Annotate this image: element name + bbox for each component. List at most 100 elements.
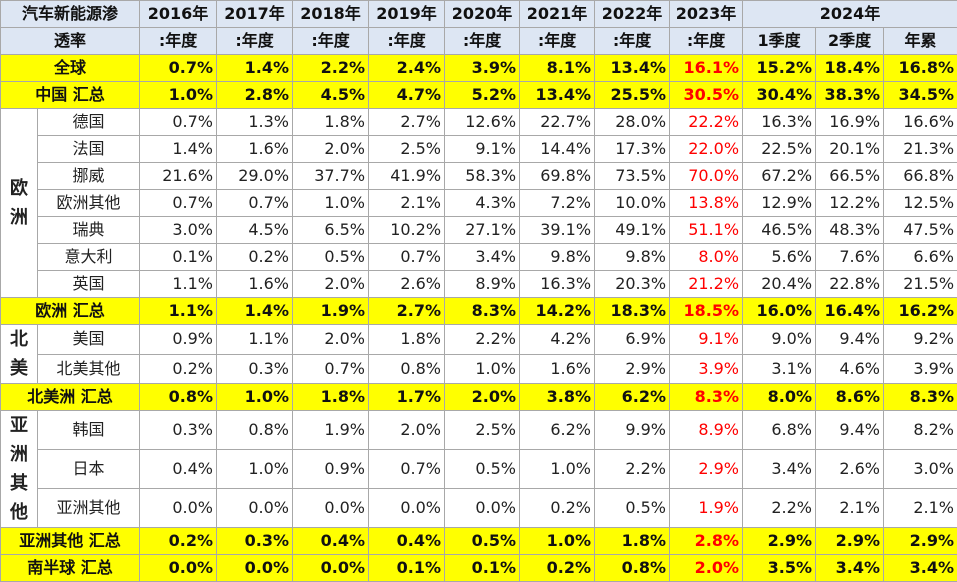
value-cell: 1.8%: [293, 109, 369, 136]
value-cell: 8.9%: [670, 411, 743, 450]
value-cell: 18.3%: [595, 298, 670, 325]
row-label: 亚洲其他: [38, 489, 140, 528]
year-header: 2023年: [670, 1, 743, 28]
header-row-years: 汽车新能源渗 2016年 2017年 2018年 2019年 2020年 202…: [1, 1, 957, 28]
value-cell: 22.0%: [670, 136, 743, 163]
value-cell: 22.2%: [670, 109, 743, 136]
period-header: :年度: [140, 28, 217, 55]
value-cell: 16.4%: [816, 298, 884, 325]
period-header: :年度: [445, 28, 520, 55]
value-cell: 20.4%: [743, 271, 816, 298]
value-cell: 1.0%: [217, 384, 293, 411]
value-cell: 38.3%: [816, 82, 884, 109]
value-cell: 0.7%: [140, 55, 217, 82]
value-cell: 2.5%: [369, 136, 445, 163]
value-cell: 13.4%: [520, 82, 595, 109]
value-cell: 0.7%: [369, 450, 445, 489]
value-cell: 2.8%: [217, 82, 293, 109]
value-cell: 3.4%: [884, 555, 957, 582]
row-label: 日本: [38, 450, 140, 489]
value-cell: 29.0%: [217, 163, 293, 190]
value-cell: 66.8%: [884, 163, 957, 190]
value-cell: 69.8%: [520, 163, 595, 190]
value-cell: 1.0%: [520, 450, 595, 489]
value-cell: 12.5%: [884, 190, 957, 217]
value-cell: 47.5%: [884, 217, 957, 244]
table-title-line2: 透率: [1, 28, 140, 55]
value-cell: 1.4%: [217, 298, 293, 325]
value-cell: 39.1%: [520, 217, 595, 244]
value-cell: 6.2%: [520, 411, 595, 450]
row-label: 亚洲其他 汇总: [1, 528, 140, 555]
value-cell: 21.2%: [670, 271, 743, 298]
value-cell: 4.5%: [293, 82, 369, 109]
value-cell: 16.3%: [743, 109, 816, 136]
value-cell: 2.2%: [293, 55, 369, 82]
year-header: 2021年: [520, 1, 595, 28]
value-cell: 3.9%: [884, 354, 957, 384]
value-cell: 6.5%: [293, 217, 369, 244]
value-cell: 16.9%: [816, 109, 884, 136]
value-cell: 9.4%: [816, 325, 884, 355]
value-cell: 2.8%: [670, 528, 743, 555]
region-label: 欧洲: [1, 109, 38, 298]
value-cell: 2.4%: [369, 55, 445, 82]
value-cell: 73.5%: [595, 163, 670, 190]
value-cell: 4.3%: [445, 190, 520, 217]
period-header: :年度: [520, 28, 595, 55]
value-cell: 1.0%: [217, 450, 293, 489]
value-cell: 2.7%: [369, 109, 445, 136]
value-cell: 4.6%: [816, 354, 884, 384]
value-cell: 0.3%: [217, 354, 293, 384]
value-cell: 10.0%: [595, 190, 670, 217]
value-cell: 12.2%: [816, 190, 884, 217]
value-cell: 1.4%: [140, 136, 217, 163]
value-cell: 0.7%: [369, 244, 445, 271]
value-cell: 1.0%: [293, 190, 369, 217]
table-title-line1: 汽车新能源渗: [1, 1, 140, 28]
value-cell: 8.2%: [884, 411, 957, 450]
period-header-2024: 1季度: [743, 28, 816, 55]
value-cell: 9.1%: [445, 136, 520, 163]
value-cell: 0.0%: [293, 555, 369, 582]
value-cell: 46.5%: [743, 217, 816, 244]
value-cell: 18.4%: [816, 55, 884, 82]
value-cell: 30.4%: [743, 82, 816, 109]
value-cell: 30.5%: [670, 82, 743, 109]
value-cell: 1.9%: [293, 411, 369, 450]
period-header-2024: 年累: [884, 28, 957, 55]
value-cell: 0.2%: [140, 354, 217, 384]
value-cell: 6.8%: [743, 411, 816, 450]
value-cell: 2.2%: [595, 450, 670, 489]
value-cell: 8.6%: [816, 384, 884, 411]
value-cell: 1.7%: [369, 384, 445, 411]
value-cell: 1.6%: [217, 271, 293, 298]
value-cell: 2.2%: [445, 325, 520, 355]
value-cell: 66.5%: [816, 163, 884, 190]
year-header-2024: 2024年: [743, 1, 957, 28]
value-cell: 28.0%: [595, 109, 670, 136]
value-cell: 37.7%: [293, 163, 369, 190]
value-cell: 3.4%: [743, 450, 816, 489]
value-cell: 27.1%: [445, 217, 520, 244]
value-cell: 9.0%: [743, 325, 816, 355]
region-label: 亚洲其他: [1, 411, 38, 528]
region-label-text: 欧洲: [10, 174, 28, 232]
value-cell: 70.0%: [670, 163, 743, 190]
value-cell: 0.7%: [140, 109, 217, 136]
value-cell: 51.1%: [670, 217, 743, 244]
value-cell: 3.8%: [520, 384, 595, 411]
value-cell: 0.5%: [445, 450, 520, 489]
value-cell: 1.4%: [217, 55, 293, 82]
value-cell: 9.1%: [670, 325, 743, 355]
value-cell: 0.4%: [369, 528, 445, 555]
row-label: 北美洲 汇总: [1, 384, 140, 411]
